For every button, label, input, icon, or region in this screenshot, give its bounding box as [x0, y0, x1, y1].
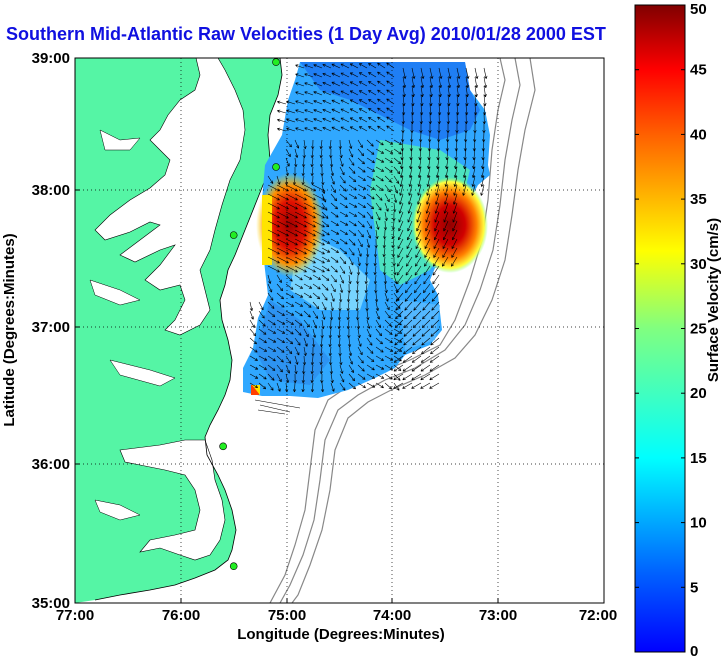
colorbar-tick-label: 45 [690, 62, 707, 79]
station-marker [229, 231, 238, 239]
x-tick-label: 77:00 [56, 607, 94, 624]
y-tick-label: 38:00 [32, 182, 70, 199]
plot-frame [74, 57, 605, 604]
x-tick-label: 74:00 [373, 607, 411, 624]
colorbar-tick-label: 15 [690, 450, 707, 467]
x-axis-label: Longitude (Degrees:Minutes) [237, 626, 445, 643]
velocity-field [243, 62, 490, 415]
colorbar-tick-label: 30 [690, 256, 707, 273]
station-marker [229, 562, 238, 571]
colorbar-tick-label: 5 [690, 579, 698, 596]
station-marker [272, 163, 280, 171]
colorbar-label: Surface Velocity (cm/s) [705, 218, 722, 382]
x-tick-label: 75:00 [268, 607, 306, 624]
pamlico-sound [119, 439, 226, 561]
station-marker [272, 58, 280, 66]
colorbar-tick-label: 20 [690, 385, 707, 402]
y-tick-label: 36:00 [32, 456, 70, 473]
x-tick-label: 72:00 [579, 607, 617, 624]
x-tick-label: 76:00 [162, 607, 200, 624]
station-marker [219, 442, 227, 451]
grid-lines [75, 58, 604, 603]
station-markers [219, 58, 280, 571]
colorbar-tick-label: 0 [690, 643, 698, 659]
colorbar-tick-label: 50 [690, 1, 707, 18]
map-title: Southern Mid-Atlantic Raw Velocities (1 … [6, 24, 606, 44]
chesapeake-bay [94, 58, 246, 336]
colorbar-tick-label: 35 [690, 191, 707, 208]
colorbar-tick-label: 25 [690, 321, 707, 338]
colorbar [634, 4, 686, 653]
colorbar-tick-label: 10 [690, 515, 707, 532]
y-tick-label: 37:00 [32, 319, 70, 336]
x-tick-label: 73:00 [479, 607, 517, 624]
velocity-arrows [249, 62, 488, 393]
y-tick-label: 39:00 [32, 50, 70, 67]
y-tick-label: 35:00 [32, 595, 70, 612]
y-axis-label: Latitude (Degrees:Minutes) [1, 233, 18, 426]
colorbar-tick-label: 40 [690, 126, 707, 143]
